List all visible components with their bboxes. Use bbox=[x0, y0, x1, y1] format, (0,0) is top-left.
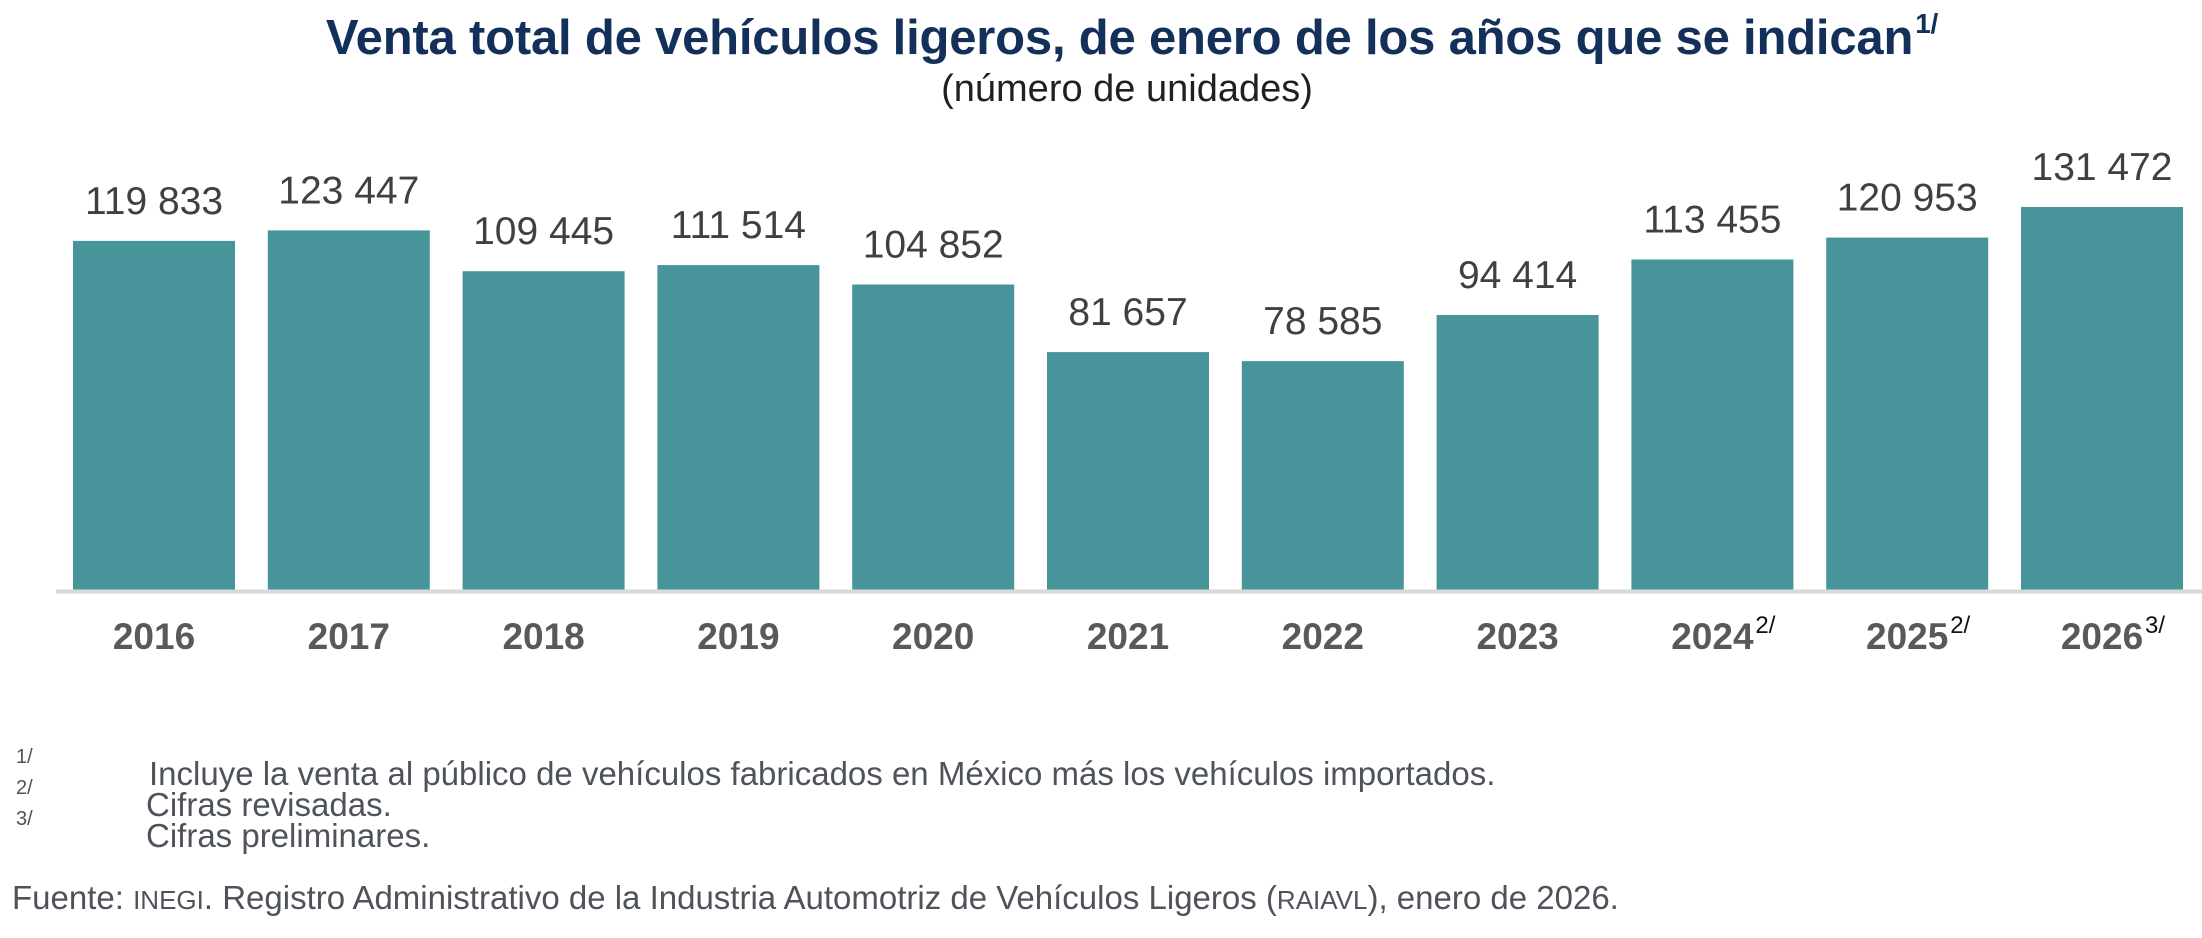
value-label-2020: 104 852 bbox=[863, 224, 1004, 267]
category-footnote-ref-2024: 2/ bbox=[1755, 612, 1775, 639]
chart-subtitle: (número de unidades) bbox=[941, 68, 1313, 110]
value-label-2021: 81 657 bbox=[1068, 291, 1187, 334]
footnote-marker: 1/ bbox=[16, 746, 33, 768]
category-label-2026: 2026 bbox=[2061, 616, 2143, 657]
category-label-2024: 2024 bbox=[1671, 616, 1754, 657]
source-note: Fuente: INEGI. Registro Administrativo d… bbox=[12, 878, 1619, 920]
value-label-2022: 78 585 bbox=[1263, 300, 1382, 343]
bar-2017 bbox=[267, 230, 430, 590]
category-label-2020: 2020 bbox=[892, 616, 974, 657]
chart-title-text: Venta total de vehículos ligeros, de ene… bbox=[325, 11, 1914, 65]
source-org: INEGI bbox=[133, 885, 204, 915]
bar-2021 bbox=[1047, 352, 1209, 590]
bar-2018 bbox=[462, 271, 625, 590]
bar-2024 bbox=[1631, 259, 1794, 590]
category-label-2016: 2016 bbox=[113, 616, 195, 657]
bar-2020 bbox=[852, 284, 1015, 590]
bar-2019 bbox=[657, 265, 820, 590]
value-label-2023: 94 414 bbox=[1458, 254, 1577, 297]
category-label-2022: 2022 bbox=[1282, 616, 1364, 657]
bar-2023 bbox=[1436, 315, 1599, 590]
footnote-2: 2/ Cifras revisadas. bbox=[0, 777, 2202, 821]
labels-layer: 119 833 2016 123 447 2017 109 445 2018 111 514… bbox=[85, 146, 2173, 657]
bar-2025 bbox=[1826, 237, 1989, 590]
bar-2022 bbox=[1241, 361, 1404, 590]
chart-title: Venta total de vehículos ligeros, de ene… bbox=[0, 7, 2202, 66]
value-label-2017: 123 447 bbox=[278, 169, 419, 212]
bar-2026 bbox=[2021, 207, 2183, 590]
value-label-2019: 111 514 bbox=[671, 204, 806, 247]
source-acronym: RAIAVL bbox=[1276, 885, 1368, 915]
category-label-2023: 2023 bbox=[1476, 616, 1558, 657]
category-label-2019: 2019 bbox=[697, 616, 779, 657]
value-label-2026: 131 472 bbox=[2032, 146, 2173, 189]
category-footnote-ref-2026: 3/ bbox=[2145, 612, 2165, 639]
footnote-3: 3/ Cifras preliminares. bbox=[0, 808, 2202, 852]
footnote-text: Cifras revisadas. bbox=[146, 786, 392, 823]
category-label-2017: 2017 bbox=[308, 616, 390, 657]
source-label: Fuente: bbox=[12, 879, 134, 916]
category-label-2025: 2025 bbox=[1866, 616, 1948, 657]
footnote-text: Incluye la venta al público de vehículos… bbox=[149, 755, 1496, 792]
category-footnote-ref-2025: 2/ bbox=[1950, 612, 1970, 639]
bars-layer bbox=[73, 207, 2183, 590]
bar-2016 bbox=[73, 240, 235, 590]
value-label-2018: 109 445 bbox=[473, 210, 614, 253]
source-text-1: . Registro Administrativo de la Industri… bbox=[203, 879, 1277, 916]
source-text-2: ), enero de 2026. bbox=[1367, 879, 1619, 916]
footnote-marker: 3/ bbox=[16, 808, 33, 830]
footnote-1: 1/ Incluye la venta al público de vehícu… bbox=[0, 746, 2202, 790]
category-label-2018: 2018 bbox=[502, 616, 584, 657]
category-label-2021: 2021 bbox=[1087, 616, 1169, 657]
value-label-2025: 120 953 bbox=[1837, 177, 1978, 220]
footnote-text: Cifras preliminares. bbox=[146, 817, 431, 854]
title-footnote-ref: 1/ bbox=[1915, 7, 1939, 39]
footnote-marker: 2/ bbox=[16, 777, 33, 799]
footnotes: 1/ Incluye la venta al público de vehícu… bbox=[0, 746, 2202, 852]
value-label-2024: 113 455 bbox=[1643, 199, 1781, 242]
value-label-2016: 119 833 bbox=[85, 180, 223, 223]
bar-chart: 119 833 2016 123 447 2017 109 445 2018 111 514… bbox=[56, 146, 2202, 657]
